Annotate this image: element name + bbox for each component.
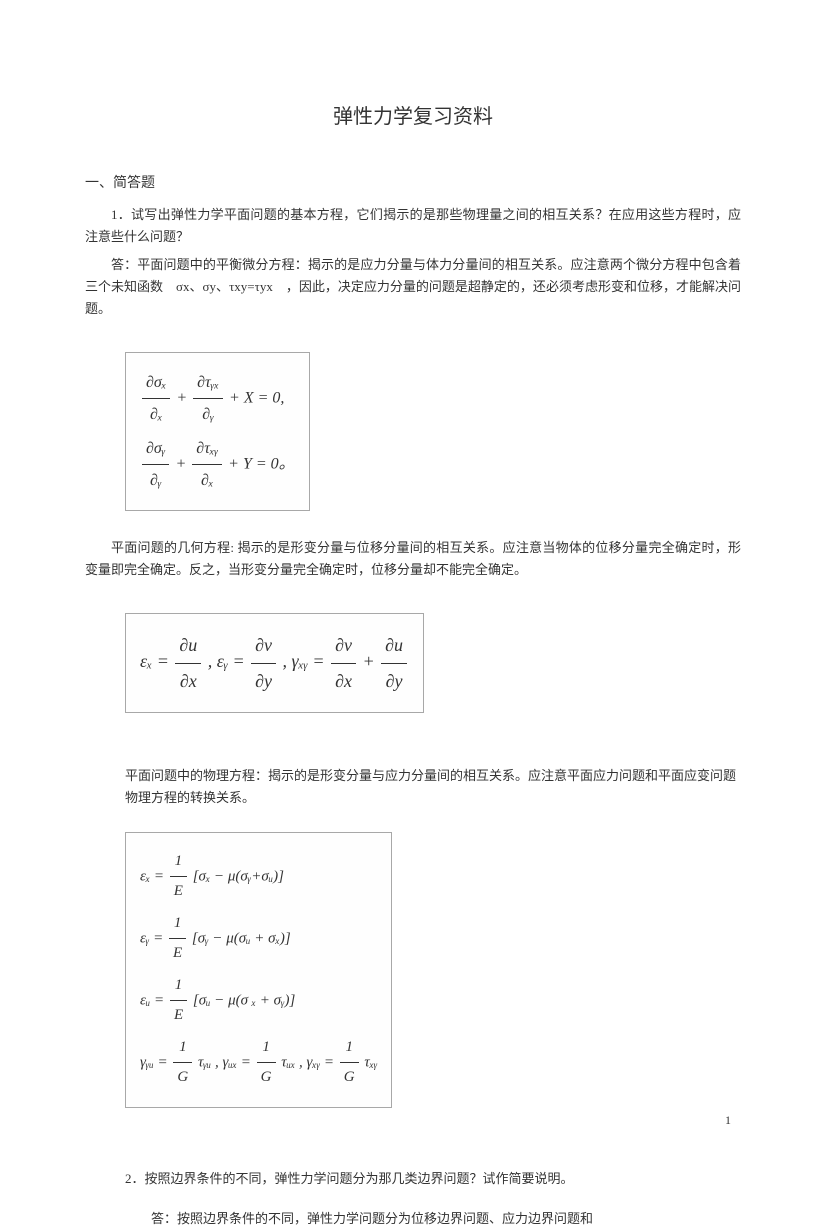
eq-text: τₓᵧ <box>364 1054 377 1070</box>
eq-text: γᵧᵤ = <box>140 1054 171 1070</box>
equation-box-geometry: εₓ = ∂u ∂x , εᵧ = ∂v ∂y , γₓᵧ = ∂v ∂x + … <box>125 613 424 713</box>
eq-numerator: ∂v <box>331 630 356 664</box>
equation-line: εᵤ = 1 E [σᵤ − μ(σ ₓ + σᵧ)] <box>140 973 377 1029</box>
answer-1-p3: 平面问题中的物理方程：揭示的是形变分量与应力分量间的相互关系。应注意平面应力问题… <box>125 765 741 809</box>
eq-text: [σₓ − μ(σᵧ+σᵤ)] <box>193 868 284 884</box>
eq-denominator: ∂ₓ <box>142 399 170 428</box>
eq-text: εₓ = <box>140 651 173 671</box>
page-number: 1 <box>725 1110 731 1130</box>
eq-denominator: ∂y <box>381 664 407 697</box>
eq-denominator: E <box>169 939 186 967</box>
eq-numerator: ∂u <box>381 630 407 664</box>
eq-text: , εᵧ = <box>208 651 249 671</box>
equation-box-physics: εₓ = 1 E [σₓ − μ(σᵧ+σᵤ)] εᵧ = 1 E [σᵧ − … <box>125 832 392 1108</box>
eq-text: τᵧᵤ , γᵤₓ = <box>198 1054 255 1070</box>
eq-denominator: G <box>173 1063 192 1091</box>
section-heading: 一、简答题 <box>85 172 741 196</box>
eq-denominator: ∂x <box>175 664 201 697</box>
eq-numerator: 1 <box>170 973 187 1002</box>
eq-numerator: 1 <box>169 911 186 940</box>
eq-denominator: ∂y <box>251 664 276 697</box>
eq-text: , γₓᵧ = <box>283 651 330 671</box>
eq-numerator: ∂τᵧₓ <box>193 369 223 399</box>
eq-plus: + <box>175 455 190 472</box>
equation-box-equilibrium: ∂σₓ ∂ₓ + ∂τᵧₓ ∂ᵧ + X = 0, ∂σᵧ ∂ᵧ + ∂τₓᵧ … <box>125 352 310 511</box>
eq-denominator: E <box>170 1001 187 1029</box>
eq-numerator: 1 <box>170 849 187 878</box>
eq-numerator: ∂τₓᵧ <box>192 435 222 465</box>
eq-tail: + X = 0, <box>229 390 284 407</box>
eq-plus: + <box>176 390 191 407</box>
question-1: 1．试写出弹性力学平面问题的基本方程，它们揭示的是那些物理量之间的相互关系？在应… <box>85 204 741 248</box>
eq-numerator: ∂u <box>175 630 201 664</box>
answer-1-p2: 平面问题的几何方程: 揭示的是形变分量与位移分量间的相互关系。应注意当物体的位移… <box>85 537 741 581</box>
eq-numerator: 1 <box>173 1035 192 1064</box>
equation-line: γᵧᵤ = 1 G τᵧᵤ , γᵤₓ = 1 G τᵤₓ , γₓᵧ = 1 … <box>140 1035 377 1091</box>
equation-line: εᵧ = 1 E [σᵧ − μ(σᵤ + σₓ)] <box>140 911 377 967</box>
eq-numerator: 1 <box>257 1035 276 1064</box>
eq-tail: + Y = 0。 <box>228 455 295 472</box>
eq-numerator: ∂σₓ <box>142 369 170 399</box>
eq-text: + <box>362 651 379 671</box>
eq-denominator: ∂ᵧ <box>193 399 223 428</box>
eq-text: τᵤₓ , γₓᵧ = <box>281 1054 338 1070</box>
eq-denominator: G <box>340 1063 359 1091</box>
eq-text: [σᵧ − μ(σᵤ + σₓ)] <box>192 930 291 946</box>
eq-text: εᵧ = <box>140 930 167 946</box>
equation-line: εₓ = ∂u ∂x , εᵧ = ∂v ∂y , γₓᵧ = ∂v ∂x + … <box>140 630 409 696</box>
eq-denominator: ∂x <box>331 664 356 697</box>
eq-numerator: ∂v <box>251 630 276 664</box>
equation-line: ∂σₓ ∂ₓ + ∂τᵧₓ ∂ᵧ + X = 0, <box>140 369 295 428</box>
eq-numerator: ∂σᵧ <box>142 435 169 465</box>
answer-2: 答：按照边界条件的不同，弹性力学问题分为位移边界问题、应力边界问题和 <box>125 1208 741 1230</box>
eq-denominator: ∂ᵧ <box>142 465 169 494</box>
equation-line: εₓ = 1 E [σₓ − μ(σᵧ+σᵤ)] <box>140 849 377 905</box>
eq-denominator: E <box>170 877 187 905</box>
question-2: 2．按照边界条件的不同，弹性力学问题分为那几类边界问题？试作简要说明。 <box>125 1168 741 1190</box>
eq-text: εᵤ = <box>140 992 168 1008</box>
page-title: 弹性力学复习资料 <box>85 100 741 134</box>
eq-text: εₓ = <box>140 868 168 884</box>
equation-line: ∂σᵧ ∂ᵧ + ∂τₓᵧ ∂ₓ + Y = 0。 <box>140 435 295 494</box>
eq-denominator: ∂ₓ <box>192 465 222 494</box>
eq-numerator: 1 <box>340 1035 359 1064</box>
eq-text: [σᵤ − μ(σ ₓ + σᵧ)] <box>193 992 296 1008</box>
eq-denominator: G <box>257 1063 276 1091</box>
answer-1-p1: 答：平面问题中的平衡微分方程：揭示的是应力分量与体力分量间的相互关系。应注意两个… <box>85 254 741 320</box>
